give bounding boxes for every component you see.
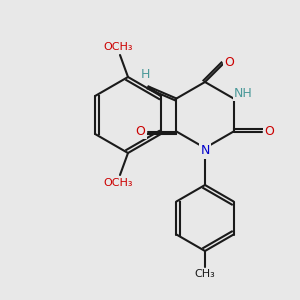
Text: OCH₃: OCH₃ bbox=[103, 178, 133, 188]
Text: OCH₃: OCH₃ bbox=[103, 42, 133, 52]
Text: O: O bbox=[136, 125, 146, 138]
Text: N: N bbox=[200, 145, 210, 158]
Text: O: O bbox=[265, 125, 275, 138]
Text: NH: NH bbox=[234, 87, 253, 100]
Text: H: H bbox=[141, 68, 150, 81]
Text: CH₃: CH₃ bbox=[195, 269, 215, 279]
Text: O: O bbox=[224, 56, 234, 68]
